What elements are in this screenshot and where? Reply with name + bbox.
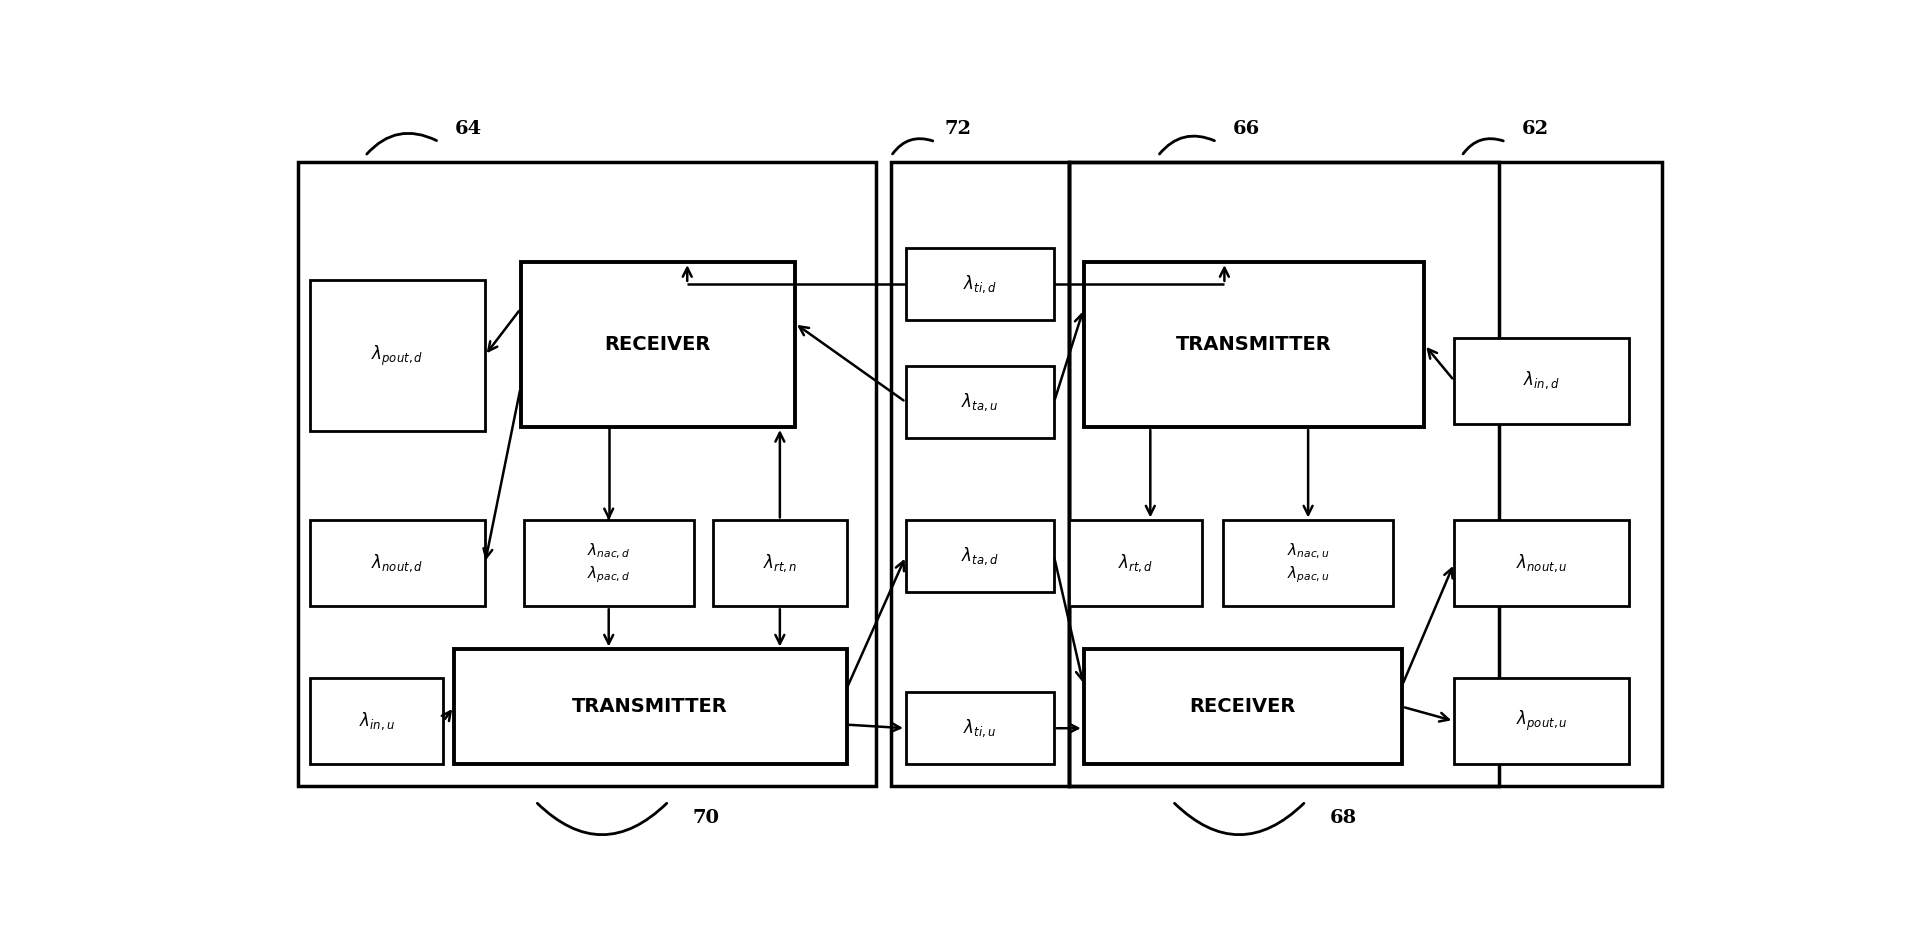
Text: RECEIVER: RECEIVER (604, 335, 711, 354)
FancyBboxPatch shape (1453, 678, 1629, 764)
Text: $\lambda_{ti,d}$: $\lambda_{ti,d}$ (964, 273, 996, 294)
FancyBboxPatch shape (713, 520, 847, 606)
FancyBboxPatch shape (906, 366, 1054, 438)
FancyBboxPatch shape (1084, 263, 1424, 427)
FancyBboxPatch shape (906, 248, 1054, 319)
Text: $\lambda_{pout,d}$: $\lambda_{pout,d}$ (371, 344, 424, 368)
Text: $\lambda_{in,d}$: $\lambda_{in,d}$ (1524, 370, 1560, 391)
FancyBboxPatch shape (1453, 520, 1629, 606)
Text: $\lambda_{ta,u}$: $\lambda_{ta,u}$ (962, 391, 998, 412)
Text: $\lambda_{rt,n}$: $\lambda_{rt,n}$ (763, 552, 797, 574)
Text: 64: 64 (455, 120, 482, 138)
Text: 62: 62 (1522, 120, 1549, 138)
Text: 72: 72 (945, 120, 971, 138)
FancyBboxPatch shape (453, 650, 847, 764)
FancyBboxPatch shape (310, 280, 486, 431)
Text: 66: 66 (1233, 120, 1260, 138)
Text: $\lambda_{ta,d}$: $\lambda_{ta,d}$ (962, 546, 998, 567)
Text: 68: 68 (1329, 808, 1356, 827)
Text: TRANSMITTER: TRANSMITTER (1176, 335, 1333, 354)
Text: $\lambda_{rt,d}$: $\lambda_{rt,d}$ (1119, 552, 1153, 574)
Text: $\lambda_{nac,u}$
$\lambda_{pac,u}$: $\lambda_{nac,u}$ $\lambda_{pac,u}$ (1287, 541, 1329, 586)
Text: $\lambda_{nout,u}$: $\lambda_{nout,u}$ (1516, 552, 1568, 574)
FancyBboxPatch shape (520, 263, 795, 427)
Text: $\lambda_{ti,u}$: $\lambda_{ti,u}$ (964, 718, 996, 739)
FancyBboxPatch shape (1224, 520, 1394, 606)
Text: TRANSMITTER: TRANSMITTER (572, 697, 728, 716)
FancyBboxPatch shape (310, 520, 486, 606)
FancyBboxPatch shape (906, 693, 1054, 764)
Text: $\lambda_{in,u}$: $\lambda_{in,u}$ (359, 710, 394, 732)
FancyBboxPatch shape (1069, 520, 1203, 606)
FancyBboxPatch shape (906, 520, 1054, 592)
Text: $\lambda_{pout,u}$: $\lambda_{pout,u}$ (1516, 709, 1568, 733)
FancyBboxPatch shape (1084, 650, 1401, 764)
Text: $\lambda_{nac,d}$
$\lambda_{pac,d}$: $\lambda_{nac,d}$ $\lambda_{pac,d}$ (587, 541, 631, 586)
FancyBboxPatch shape (524, 520, 694, 606)
Text: 70: 70 (692, 808, 719, 827)
FancyBboxPatch shape (310, 678, 444, 764)
Text: $\lambda_{nout,d}$: $\lambda_{nout,d}$ (371, 552, 424, 574)
Text: RECEIVER: RECEIVER (1189, 697, 1296, 716)
FancyBboxPatch shape (1453, 338, 1629, 424)
